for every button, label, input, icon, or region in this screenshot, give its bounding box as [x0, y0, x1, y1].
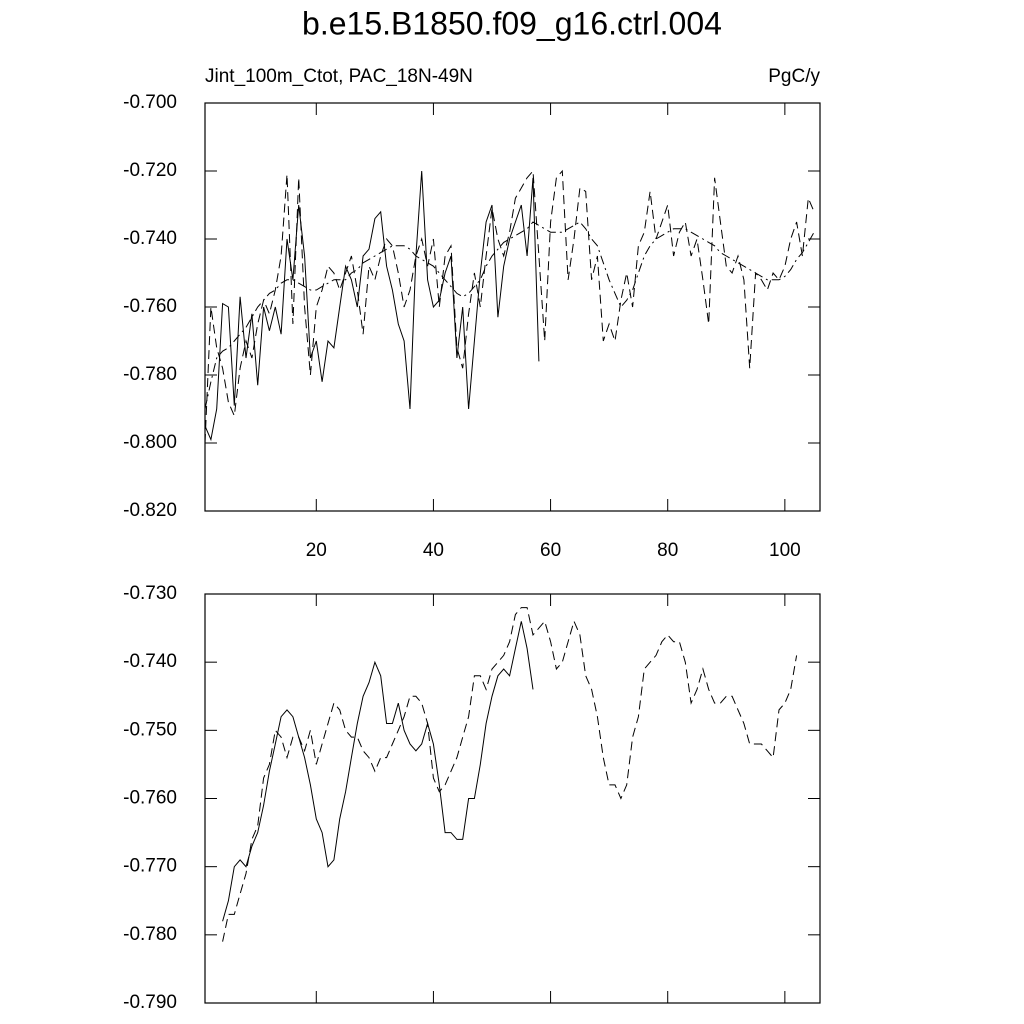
y-tick-label: -0.730	[123, 583, 177, 604]
y-tick-label: -0.720	[123, 160, 177, 181]
plot-frame	[204, 102, 821, 512]
y-tick-label: -0.780	[123, 924, 177, 945]
data-line	[222, 607, 798, 942]
x-tick-label: 60	[540, 540, 561, 561]
left-subtitle: Jint_100m_Ctot, PAC_18N-49N	[205, 66, 473, 87]
data-line	[204, 169, 815, 444]
y-tick-label: -0.820	[123, 500, 177, 521]
y-tick-label: -0.760	[123, 296, 177, 317]
y-tick-label: -0.700	[123, 92, 177, 113]
data-line	[222, 621, 534, 922]
y-tick-label: -0.740	[123, 228, 177, 249]
y-tick-label: -0.800	[123, 432, 177, 453]
x-tick-label: 20	[306, 540, 327, 561]
x-tick-label: 80	[657, 540, 678, 561]
data-line	[204, 170, 540, 442]
y-tick-label: -0.780	[123, 364, 177, 385]
y-tick-label: -0.770	[123, 856, 177, 877]
y-tick-label: -0.750	[123, 719, 177, 740]
chart-title: b.e15.B1850.f09_g16.ctrl.004	[302, 5, 722, 41]
right-subtitle: PgC/y	[768, 66, 820, 87]
y-tick-label: -0.790	[123, 992, 177, 1013]
x-tick-label: 40	[423, 540, 444, 561]
y-tick-label: -0.760	[123, 788, 177, 809]
data-line	[204, 221, 815, 410]
plot-frame	[204, 593, 821, 1004]
x-tick-label: 100	[769, 540, 801, 561]
y-tick-label: -0.740	[123, 651, 177, 672]
